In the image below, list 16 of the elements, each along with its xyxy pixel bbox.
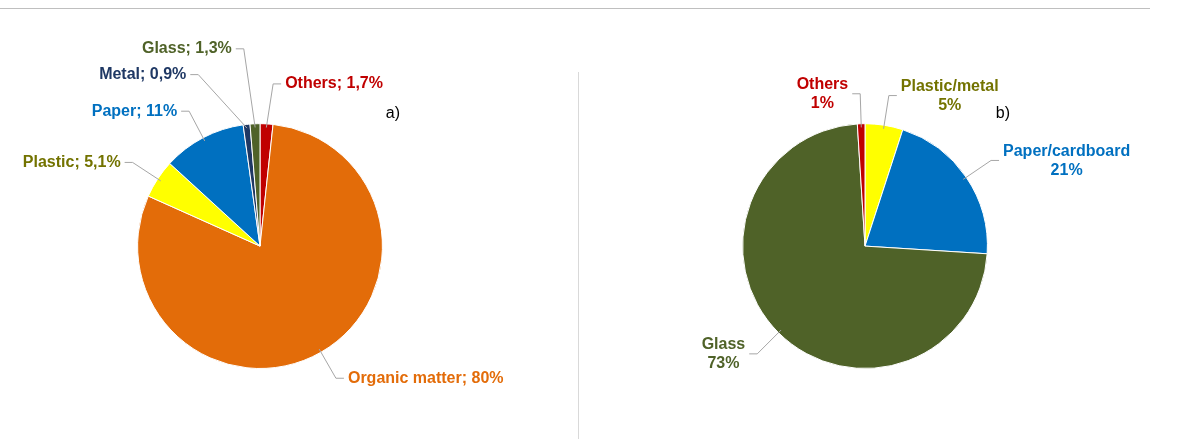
slice-label: Plastic; 5,1%: [22, 152, 121, 170]
slice-label: Plastic/metal: [900, 76, 999, 94]
text: b): [995, 104, 1010, 122]
data-label: 1%: [810, 94, 834, 112]
slice-label: Glass: [701, 335, 746, 353]
slice-label: Paper/cardboard: [1003, 141, 1131, 159]
data-label: 73%: [707, 354, 740, 372]
slice-label: Glass; 1,3%: [141, 39, 232, 57]
slice-label: Others; 1,7%: [285, 74, 383, 92]
slice-label: Others: [796, 75, 849, 93]
data-label: 5%: [938, 95, 962, 113]
slice-label: Paper; 11%: [91, 101, 178, 119]
text: a): [385, 104, 400, 122]
slice-label: Organic matter; 80%: [347, 368, 504, 386]
slice-label: Metal; 0,9%: [99, 65, 187, 83]
data-label: 21%: [1050, 160, 1083, 178]
